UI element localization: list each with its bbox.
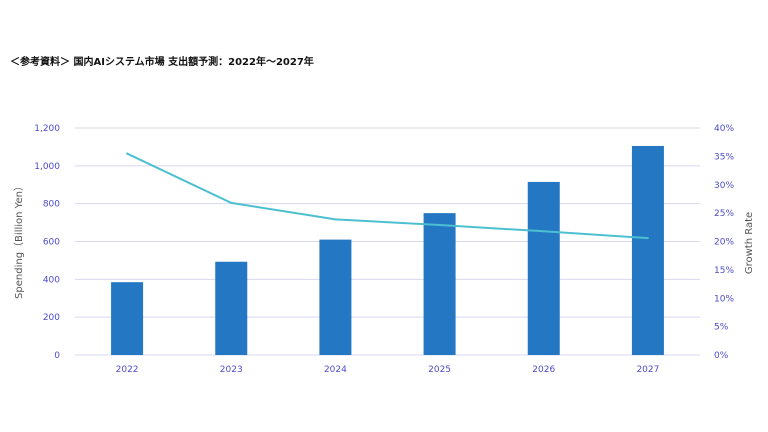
growth-line — [126, 152, 648, 240]
x-tick-label: 2023 — [220, 365, 243, 375]
x-tick-label: 2025 — [428, 365, 451, 375]
bar — [527, 181, 560, 355]
y-axis-label: Spending（Billion Yen） — [13, 181, 25, 299]
y-axis-ticks: 0 200 400 600 800 1,000 1,200 — [34, 124, 60, 361]
y2-tick-label: 0% — [714, 351, 729, 361]
x-tick-label: 2027 — [636, 365, 659, 375]
growth-point — [334, 218, 337, 221]
y-tick-label: 800 — [43, 200, 60, 210]
bar — [423, 213, 456, 355]
y2-tick-label: 25% — [714, 209, 734, 219]
growth-point — [230, 201, 233, 204]
y-tick-label: 1,000 — [34, 162, 60, 172]
y-tick-label: 600 — [43, 238, 60, 248]
growth-point — [438, 224, 441, 227]
growth-point — [126, 152, 129, 155]
y2-tick-label: 5% — [714, 323, 729, 333]
x-tick-label: 2022 — [116, 365, 139, 375]
bar — [215, 261, 248, 355]
grid-lines — [75, 127, 700, 356]
y2-tick-label: 15% — [714, 266, 734, 276]
bar — [319, 239, 352, 355]
y-tick-label: 200 — [43, 313, 60, 323]
bar-series — [111, 145, 664, 355]
x-axis-ticks: 2022 2023 2024 2025 2026 2027 — [116, 365, 660, 375]
y2-axis-ticks: 0% 5% 10% 15% 20% 25% 30% 35% 40% — [714, 124, 734, 361]
bar — [631, 145, 664, 355]
x-tick-label: 2024 — [324, 365, 347, 375]
bar — [111, 282, 144, 355]
y2-tick-label: 35% — [714, 152, 734, 162]
y-tick-label: 0 — [54, 351, 60, 361]
y2-tick-label: 10% — [714, 294, 734, 304]
y2-tick-label: 30% — [714, 181, 734, 191]
y2-tick-label: 40% — [714, 124, 734, 134]
y2-axis-label: Growth Rate — [744, 212, 755, 274]
page-title: ＜参考資料＞ 国内AIシステム市場 支出額予測：2022年〜2027年 — [10, 57, 314, 68]
y2-tick-label: 20% — [714, 238, 734, 248]
growth-point — [646, 237, 649, 240]
y-tick-label: 1,200 — [34, 124, 60, 134]
growth-point — [542, 230, 545, 233]
growth-line-series — [126, 152, 649, 240]
y-tick-label: 400 — [43, 275, 60, 285]
x-tick-label: 2026 — [532, 365, 555, 375]
